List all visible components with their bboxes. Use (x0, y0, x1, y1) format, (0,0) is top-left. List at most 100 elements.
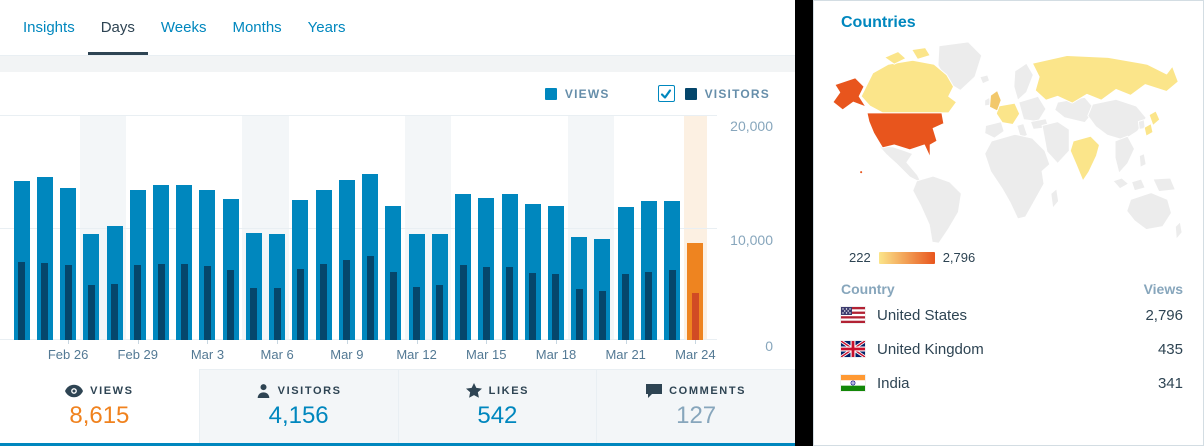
country-views: 2,796 (1145, 306, 1183, 324)
stat-tab-visitors[interactable]: VISITORS 4,156 (198, 369, 398, 443)
chart-bar-visitors[interactable] (668, 270, 676, 340)
chart-bar-views[interactable] (36, 176, 53, 340)
period-tabbar: Insights Days Weeks Months Years (0, 0, 795, 56)
chart-bar-visitors[interactable] (343, 260, 351, 340)
chart-bar-views[interactable] (338, 179, 355, 340)
chart-bar-views[interactable] (617, 206, 634, 340)
x-axis-label: Mar 3 (190, 347, 225, 362)
map-canada-arctic-2 (910, 47, 931, 60)
chart-bar-visitors[interactable] (552, 273, 560, 340)
map-italy (1015, 123, 1028, 139)
map-japan-1 (1148, 110, 1160, 126)
tab-insights[interactable]: Insights (23, 19, 75, 36)
x-axis-label: Feb 29 (117, 347, 159, 362)
chart-bar-views[interactable] (501, 193, 518, 340)
tab-months[interactable]: Months (232, 19, 282, 36)
chart-bar-visitors[interactable] (64, 264, 72, 340)
visitors-swatch-icon (684, 87, 697, 100)
chart-bar-visitors[interactable] (598, 290, 606, 340)
stat-comments-label: COMMENTS (669, 384, 747, 397)
map-philippines (1138, 153, 1147, 168)
chart-bar-visitors[interactable] (389, 271, 397, 340)
stat-tab-likes[interactable]: LIKES 542 (397, 369, 597, 443)
chart-bar-visitors[interactable] (506, 267, 514, 340)
chart-bar-visitors[interactable] (134, 265, 142, 340)
chart-bar-visitors[interactable] (111, 283, 119, 340)
chart-bar-visitors[interactable] (436, 285, 444, 340)
chart-legend: VIEWS VISITORS (0, 72, 795, 115)
chart-bar-visitors[interactable] (180, 263, 188, 340)
chart-bar-visitors[interactable] (273, 287, 281, 340)
chart-bar-visitors[interactable] (320, 264, 328, 340)
map-iceland (978, 74, 990, 85)
chart-bar-views[interactable] (153, 184, 170, 340)
stat-tab-views[interactable]: VIEWS 8,615 (0, 369, 199, 443)
chart-bar-visitors[interactable] (18, 262, 26, 340)
chart-bar-views[interactable] (594, 238, 611, 340)
chart-bar-visitors[interactable] (87, 284, 95, 340)
gridline (0, 339, 717, 340)
legend-visitors[interactable]: VISITORS (657, 85, 770, 102)
chart-bar-visitors[interactable] (250, 287, 258, 340)
chart-bar-visitors[interactable] (622, 273, 630, 340)
chart-bar-views[interactable] (269, 233, 286, 340)
legend-visitors-label: VISITORS (704, 86, 770, 101)
chart-bar-visitors[interactable] (41, 262, 49, 340)
chart-bar-views[interactable] (176, 184, 193, 340)
world-heatmap[interactable] (823, 36, 1195, 250)
y-axis-tick: 20,000 (730, 118, 773, 134)
chart-bar-views[interactable] (129, 189, 146, 340)
chart-bar-views[interactable] (640, 201, 657, 340)
x-axis-label: Mar 18 (535, 347, 577, 362)
gridline (0, 227, 717, 229)
chart-bar-views[interactable] (199, 189, 216, 340)
chart-bar-visitors[interactable] (157, 264, 165, 340)
star-icon (465, 383, 482, 398)
bar-chart: 20,000 10,000 0 (0, 115, 795, 354)
visitors-checkbox[interactable] (657, 85, 675, 102)
eye-icon (65, 384, 84, 397)
map-china (1086, 98, 1147, 141)
map-central-asia (1053, 96, 1096, 124)
comment-icon (646, 383, 663, 398)
chart-bar-visitors[interactable] (482, 266, 490, 340)
map-united-kingdom (988, 89, 1002, 112)
chart-bar-views[interactable] (571, 236, 588, 340)
tab-days[interactable]: Days (87, 0, 149, 55)
country-col-header: Country (841, 281, 895, 297)
legend-views: VIEWS (544, 87, 610, 101)
country-views: 435 (1157, 340, 1183, 358)
chart-bar-views[interactable] (524, 204, 541, 340)
chart-bar-views[interactable] (106, 226, 123, 340)
x-axis-tickmark (346, 340, 348, 344)
map-madagascar (1049, 188, 1059, 209)
chart-bar-visitors[interactable] (203, 265, 211, 340)
map-japan-2 (1143, 123, 1153, 137)
chart-bar-visitors[interactable] (366, 256, 374, 340)
us-flag-icon (841, 307, 865, 323)
x-axis-label: Mar 15 (466, 347, 507, 362)
chart-bar-views[interactable] (245, 233, 262, 340)
traffic-panel: Insights Days Weeks Months Years VIEWS (0, 0, 795, 446)
chart-bar-views[interactable] (60, 188, 77, 340)
chart-bar-visitors[interactable] (413, 287, 421, 340)
chart-bar-visitors[interactable] (645, 271, 653, 340)
map-australia (1125, 192, 1172, 231)
chart-bar-visitors[interactable] (459, 264, 467, 340)
chart-bar-views[interactable] (547, 206, 564, 340)
chart-bar-visitors[interactable] (529, 272, 537, 340)
x-axis-label: Mar 9 (330, 347, 364, 362)
chart-bar-views[interactable] (13, 181, 30, 340)
x-axis-tickmark (695, 340, 697, 344)
stat-tab-comments[interactable]: COMMENTS 127 (596, 369, 795, 443)
chart-bar-visitors[interactable] (227, 269, 235, 340)
tab-years[interactable]: Years (307, 19, 346, 36)
tab-weeks[interactable]: Weeks (160, 19, 207, 36)
chart-bar-visitors[interactable] (296, 268, 304, 340)
chart-bar-views[interactable] (687, 243, 704, 340)
chart-bar-visitors[interactable] (691, 293, 699, 340)
chart-bar-visitors[interactable] (575, 288, 583, 340)
map-hawaii (858, 170, 863, 175)
countries-title: Countries (841, 14, 916, 31)
heat-legend-max: 2,796 (942, 250, 976, 265)
